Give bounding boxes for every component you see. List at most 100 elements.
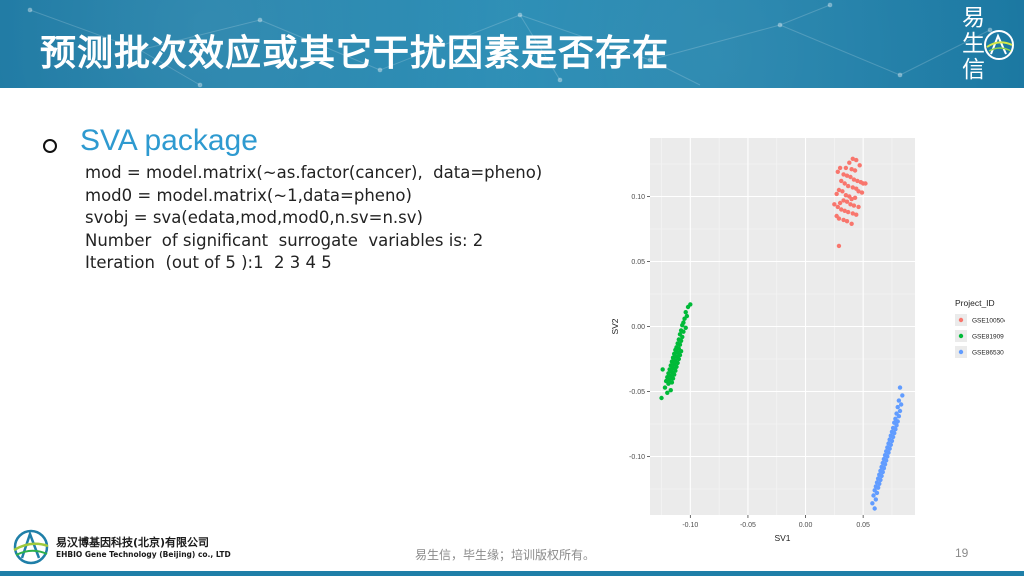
data-point xyxy=(835,204,841,210)
data-point xyxy=(841,172,846,177)
data-point xyxy=(850,156,855,161)
data-point xyxy=(674,364,679,369)
data-point xyxy=(856,204,861,210)
legend-marker xyxy=(958,349,964,355)
x-axis-title: SV1 xyxy=(774,533,790,543)
data-point xyxy=(851,203,857,208)
data-point xyxy=(872,506,877,511)
data-point xyxy=(665,390,670,395)
legend-marker xyxy=(958,333,964,339)
data-point xyxy=(660,367,665,372)
data-point xyxy=(897,408,903,414)
code-line: mod = model.matrix(~as.factor(cancer), d… xyxy=(85,163,543,182)
data-point xyxy=(841,198,846,203)
footer-bar xyxy=(0,571,1024,576)
y-tick-label: 0.05 xyxy=(631,259,645,266)
data-point xyxy=(852,168,858,173)
data-point xyxy=(681,329,686,334)
data-point xyxy=(680,323,685,328)
data-point xyxy=(849,196,854,202)
legend-label: GSE100504 xyxy=(972,318,1005,325)
data-point xyxy=(836,187,842,193)
data-point xyxy=(659,395,664,401)
data-point xyxy=(859,190,865,195)
data-point xyxy=(836,216,842,221)
data-point xyxy=(875,485,881,490)
data-point xyxy=(871,493,876,498)
data-point xyxy=(855,178,860,184)
data-point xyxy=(836,243,842,249)
data-point xyxy=(844,173,850,178)
code-line: svobj = sva(edata,mod,mod0,n.sv=n.sv) xyxy=(85,208,423,227)
data-point xyxy=(885,454,890,459)
chart-svg: -0.10 -0.05 0.00 0.05 -0.10 -0.05 0.00 0.05 0.10… xyxy=(610,138,1008,543)
legend-title: Project_ID xyxy=(955,298,995,308)
data-point xyxy=(856,189,861,194)
y-axis-title: SV2 xyxy=(610,318,620,334)
data-point xyxy=(854,212,859,217)
data-point xyxy=(870,501,875,506)
x-tick-label: -0.10 xyxy=(682,522,698,529)
data-point xyxy=(842,208,847,213)
legend-label: GSE81909 xyxy=(972,334,1004,341)
data-point xyxy=(676,356,682,362)
data-point xyxy=(837,165,843,171)
data-point xyxy=(675,360,680,366)
y-tick-label: -0.05 xyxy=(629,389,645,396)
sva-scatter-plot: -0.10 -0.05 0.00 0.05 -0.10 -0.05 0.00 0.05 0.10… xyxy=(610,130,1008,545)
brand-char-2: 生 xyxy=(962,31,985,57)
data-point xyxy=(848,202,853,207)
data-point xyxy=(890,434,896,440)
data-point xyxy=(839,178,844,184)
data-point xyxy=(898,402,904,407)
data-point xyxy=(880,469,885,475)
data-point xyxy=(879,473,884,479)
data-point xyxy=(886,450,891,455)
data-point xyxy=(669,380,675,385)
company-name-en: EHBIO Gene Technology (Beijing) co., LTD xyxy=(56,550,231,559)
data-point xyxy=(894,423,899,428)
data-point xyxy=(889,438,895,444)
ehbio-logo-icon xyxy=(984,30,1014,60)
legend-marker xyxy=(958,317,964,323)
data-point xyxy=(888,442,894,447)
data-point xyxy=(847,160,852,165)
data-point xyxy=(895,419,900,424)
section-heading: SVA package xyxy=(80,124,258,157)
data-point xyxy=(835,169,841,174)
page-number: 19 xyxy=(955,546,969,560)
code-line: Number of significant surrogate variable… xyxy=(85,230,484,250)
data-point xyxy=(682,316,687,321)
code-line: Iteration (out of 5 ):1 2 3 4 5 xyxy=(85,253,332,272)
data-point xyxy=(668,388,673,393)
brand-mark: 易 生 信 xyxy=(954,0,1018,88)
data-point xyxy=(897,385,903,390)
x-tick-label: 0.05 xyxy=(856,522,870,529)
data-point xyxy=(849,221,854,226)
data-point xyxy=(850,211,855,216)
data-point xyxy=(662,385,668,390)
data-point xyxy=(685,304,691,310)
data-point xyxy=(666,381,671,386)
data-point xyxy=(896,398,902,403)
data-point xyxy=(843,165,849,171)
data-point xyxy=(854,157,859,163)
data-point xyxy=(670,376,676,381)
y-tick-label: -0.10 xyxy=(629,454,645,461)
brand-char-1: 易 xyxy=(962,5,985,31)
data-point xyxy=(839,207,844,212)
brand-char-3: 信 xyxy=(962,57,985,83)
data-point xyxy=(837,200,843,206)
data-point xyxy=(892,430,897,436)
data-point xyxy=(896,414,902,419)
data-point xyxy=(893,427,898,432)
data-point xyxy=(852,195,858,200)
y-tick-label: 0.10 xyxy=(631,194,645,201)
data-point xyxy=(877,481,882,486)
data-point xyxy=(671,372,677,377)
y-tick-label: 0.00 xyxy=(631,324,645,331)
copyright-note: 易生信，毕生缘；培训版权所有。 xyxy=(415,548,596,562)
company-logo-icon xyxy=(13,529,49,565)
data-point xyxy=(678,349,684,354)
data-point xyxy=(832,202,837,207)
